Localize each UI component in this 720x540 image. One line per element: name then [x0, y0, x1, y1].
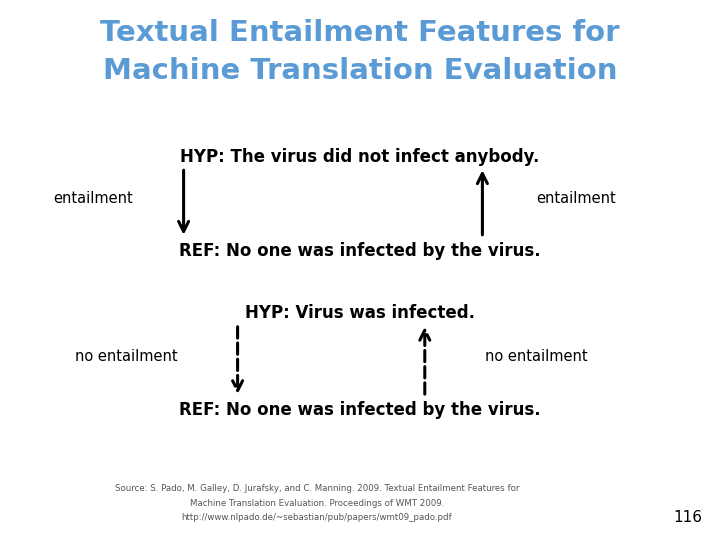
Text: entailment: entailment: [536, 191, 616, 206]
Text: no entailment: no entailment: [485, 349, 588, 364]
Text: HYP: Virus was infected.: HYP: Virus was infected.: [245, 304, 475, 322]
Text: Source: S. Pado, M. Galley, D. Jurafsky, and C. Manning. 2009. Textual Entailmen: Source: S. Pado, M. Galley, D. Jurafsky,…: [114, 484, 519, 493]
Text: no entailment: no entailment: [75, 349, 177, 364]
Text: Machine Translation Evaluation: Machine Translation Evaluation: [103, 57, 617, 85]
Text: REF: No one was infected by the virus.: REF: No one was infected by the virus.: [179, 242, 541, 260]
Text: 116: 116: [673, 510, 702, 525]
Text: HYP: The virus did not infect anybody.: HYP: The virus did not infect anybody.: [180, 147, 540, 166]
Text: Textual Entailment Features for: Textual Entailment Features for: [100, 19, 620, 47]
Text: entailment: entailment: [54, 191, 133, 206]
Text: http://www.nlpado.de/~sebastian/pub/papers/wmt09_pado.pdf: http://www.nlpado.de/~sebastian/pub/pape…: [181, 513, 452, 522]
Text: Machine Translation Evaluation. Proceedings of WMT 2009.: Machine Translation Evaluation. Proceedi…: [189, 499, 444, 508]
Text: REF: No one was infected by the virus.: REF: No one was infected by the virus.: [179, 401, 541, 420]
